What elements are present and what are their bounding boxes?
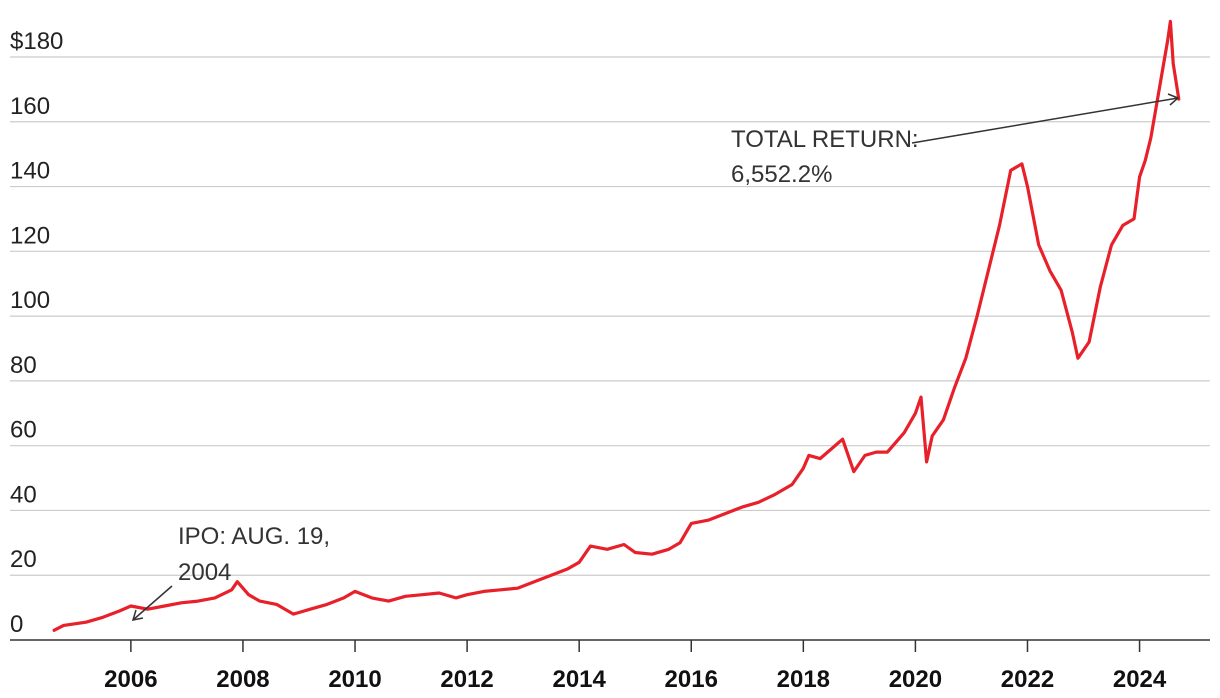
stock-price-line <box>52 19 1181 632</box>
y-tick-label-0: 0 <box>10 611 23 638</box>
x-tick-label-2006: 2006 <box>104 666 157 693</box>
y-tick-label-100: 100 <box>10 287 50 314</box>
ipo-arrow-head <box>131 609 144 621</box>
y-tick-label-160: 160 <box>10 93 50 120</box>
x-axis: 2006 2008 2010 2012 2014 2016 2018 2020 2022 2024 <box>104 640 1167 693</box>
y-tick-label-120: 120 <box>10 222 50 249</box>
y-tick-label-180: $180 <box>10 28 63 55</box>
total-return-arrow-line <box>911 97 1179 144</box>
ipo-arrow-line <box>132 585 173 621</box>
x-tick-label-2012: 2012 <box>440 666 493 693</box>
ipo-annotation-line-1: IPO: AUG. 19, <box>178 523 330 550</box>
y-tick-label-60: 60 <box>10 417 37 444</box>
total-return-annotation: TOTAL RETURN: 6,552.2% <box>731 93 1180 188</box>
y-axis-tick-labels: 0 20 40 60 80 100 120 140 160 $180 <box>10 28 63 638</box>
x-tick-label-2022: 2022 <box>1001 666 1054 693</box>
ipo-annotation-line-2: 2004 <box>178 559 231 586</box>
x-tick-label-2020: 2020 <box>889 666 942 693</box>
gridlines <box>10 56 1210 576</box>
x-tick-label-2014: 2014 <box>552 666 606 693</box>
total-return-annotation-line-2: 6,552.2% <box>731 161 832 188</box>
y-tick-label-80: 80 <box>10 352 37 379</box>
ipo-annotation: IPO: AUG. 19, 2004 <box>131 523 330 621</box>
x-tick-label-2018: 2018 <box>777 666 830 693</box>
x-tick-label-2010: 2010 <box>328 666 381 693</box>
x-tick-label-2008: 2008 <box>216 666 269 693</box>
y-tick-label-40: 40 <box>10 481 37 508</box>
y-tick-label-20: 20 <box>10 546 37 573</box>
y-tick-label-140: 140 <box>10 158 50 185</box>
total-return-arrow-head <box>1167 93 1180 106</box>
total-return-annotation-line-1: TOTAL RETURN: <box>731 126 919 153</box>
x-tick-label-2016: 2016 <box>665 666 718 693</box>
x-tick-label-2024: 2024 <box>1113 666 1167 693</box>
